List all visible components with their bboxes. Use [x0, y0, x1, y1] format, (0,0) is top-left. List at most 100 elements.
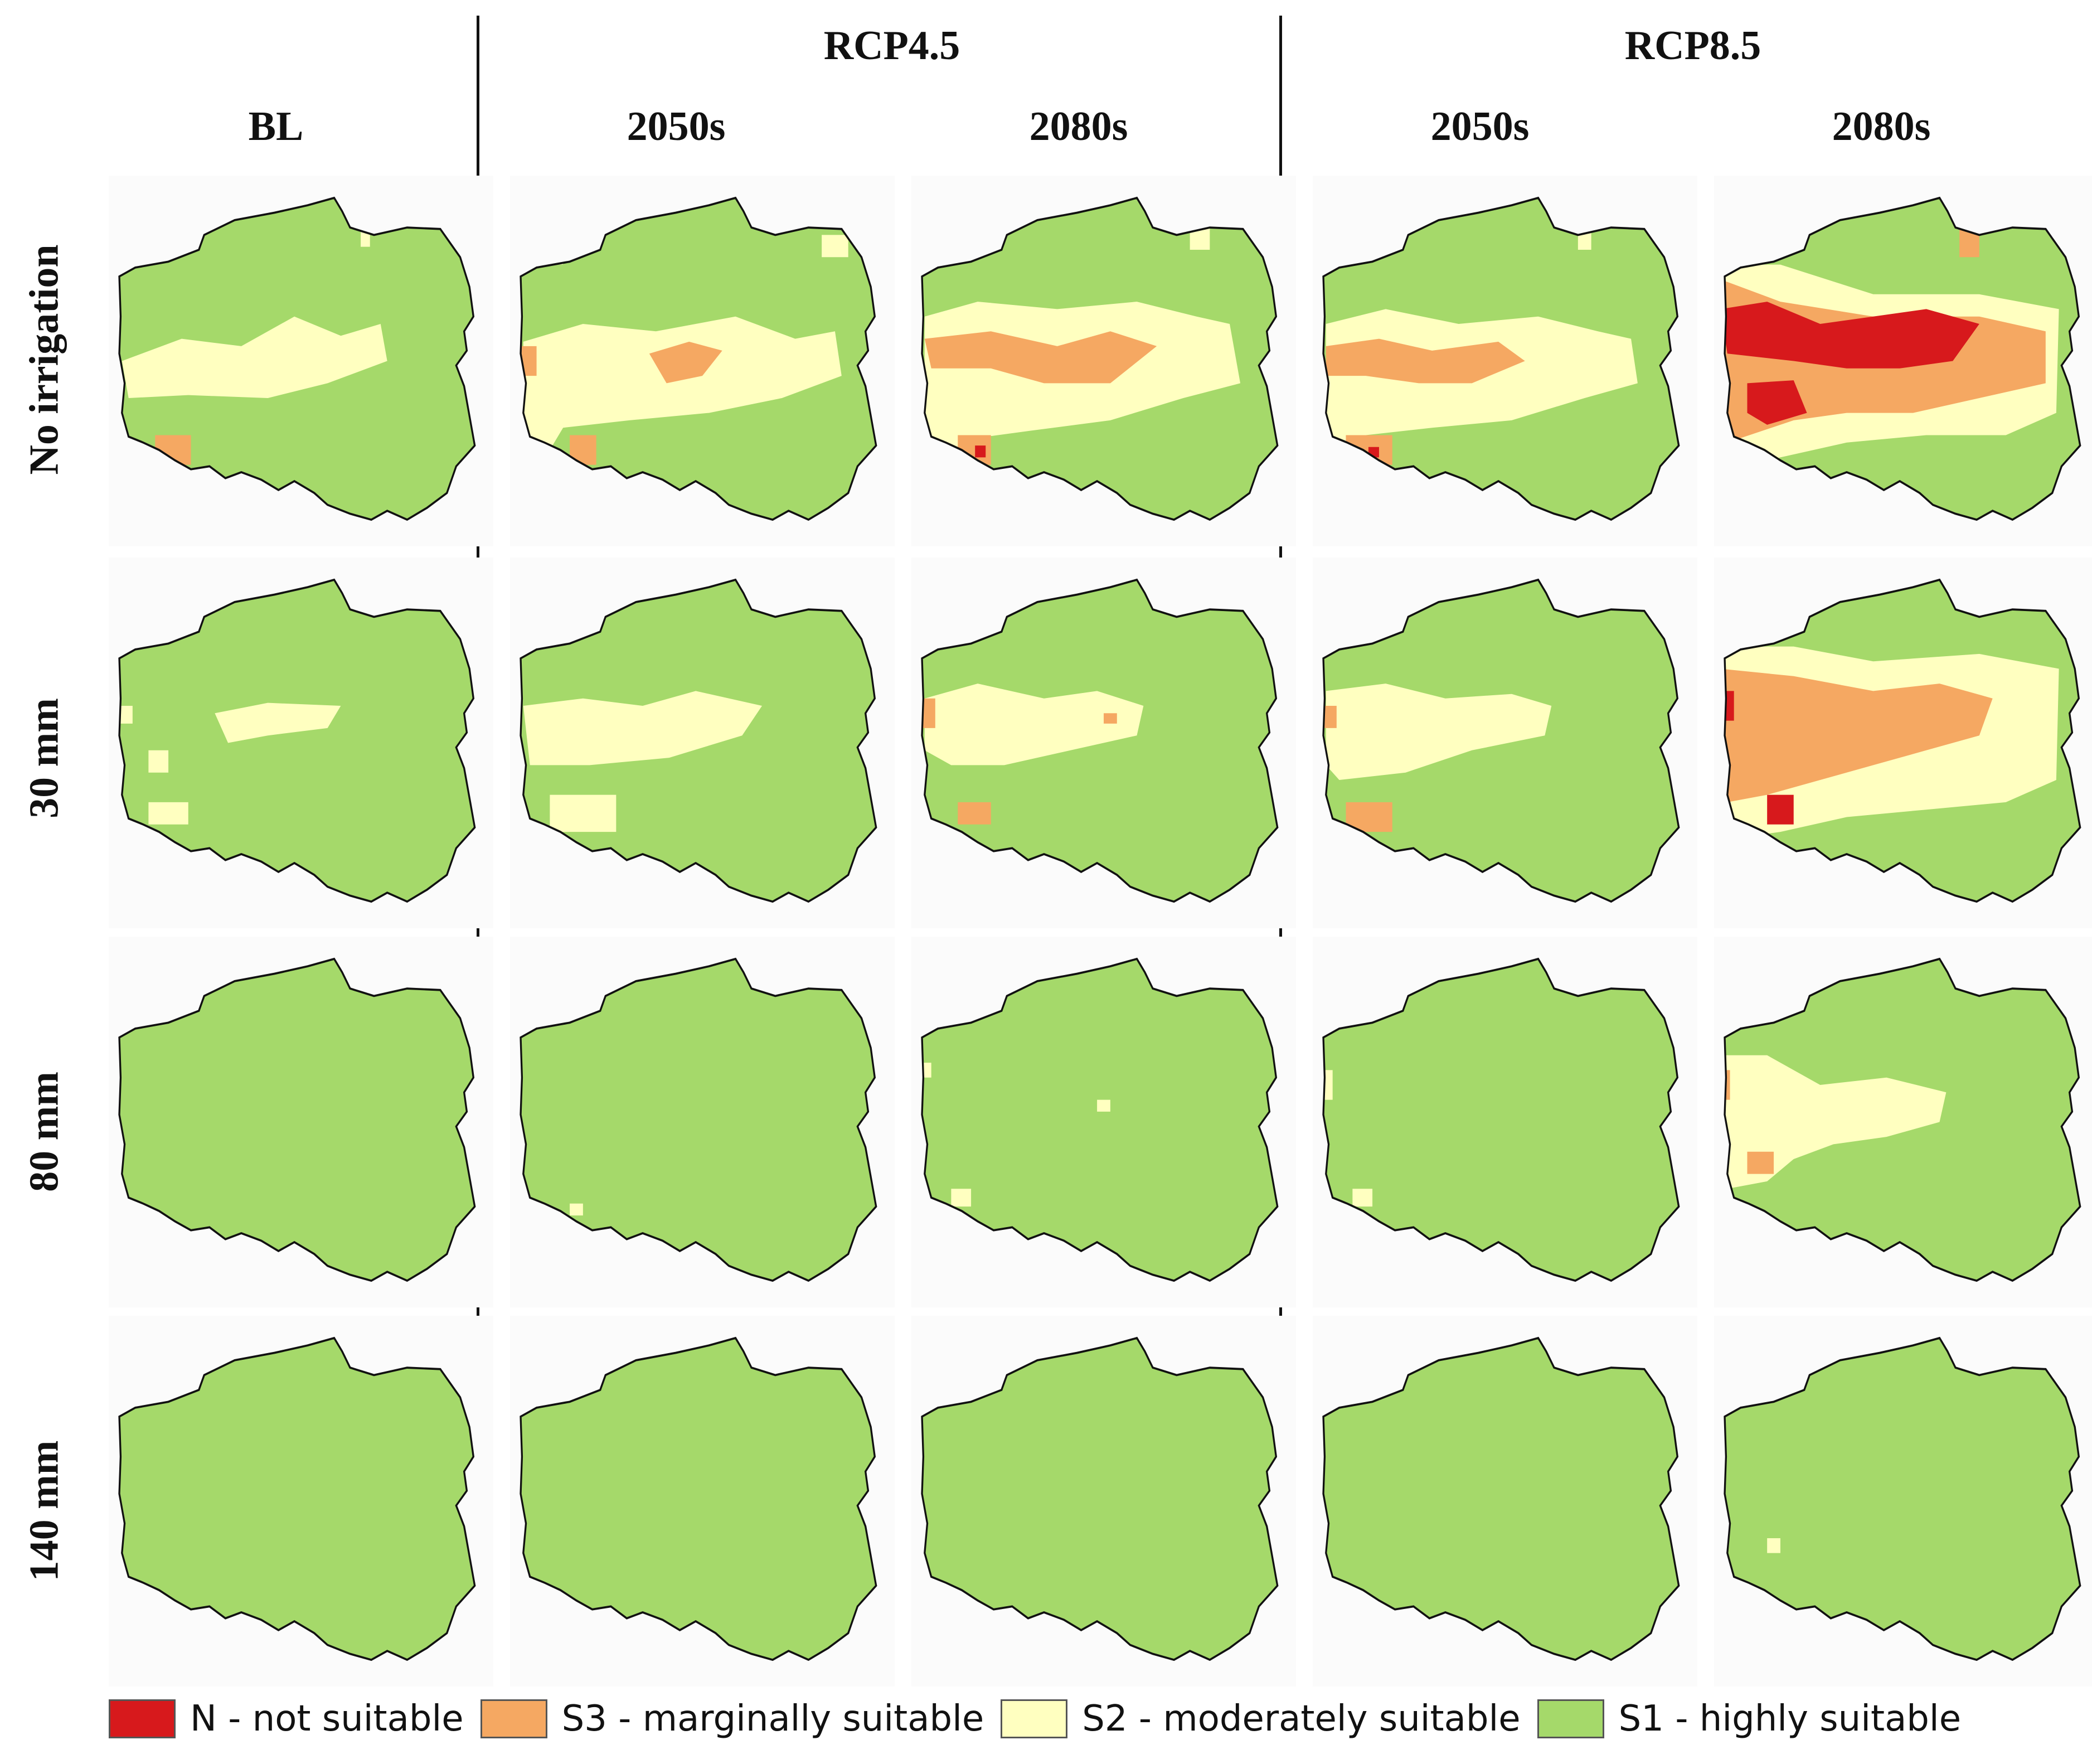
poland-map: [921, 196, 1279, 521]
region-s2: [523, 691, 763, 765]
row-label-140mm: 140 mm: [21, 1440, 67, 1582]
region-s1-base: [1725, 1337, 2080, 1660]
map-30mm-rcp85-2050: [1313, 558, 1697, 928]
map-30mm-bl: [109, 558, 493, 928]
region-s2: [1326, 684, 1552, 780]
region-s2: [1578, 227, 1591, 250]
map-no-irrigation-rcp85-2080: [1714, 176, 2092, 546]
map-80mm-rcp85-2080: [1714, 937, 2092, 1307]
map-140mm-rcp85-2080: [1714, 1316, 2092, 1687]
poland-map: [921, 1336, 1279, 1661]
region-s2: [924, 684, 1144, 765]
column-header-rcp45-2050: 2050s: [627, 104, 726, 149]
row-label-30mm: 30 mm: [21, 698, 67, 818]
map-30mm-rcp45-2080: [911, 558, 1296, 928]
poland-map: [1322, 578, 1680, 903]
region-s2: [951, 1189, 972, 1207]
poland-map: [520, 196, 877, 521]
region-s2: [938, 227, 972, 258]
region-s1-base: [119, 958, 475, 1281]
region-s3: [922, 698, 935, 728]
legend-item-n: N - not suitable: [109, 1698, 464, 1739]
poland-map: [1322, 957, 1680, 1282]
region-s2: [1323, 1070, 1333, 1100]
country-border: [921, 578, 1279, 903]
region-s3: [649, 341, 722, 384]
region-s2: [922, 1063, 931, 1078]
region-n: [975, 445, 986, 458]
legend-label-s1: S1 - highly suitable: [1618, 1698, 1962, 1739]
row-label-80mm: 80 mm: [21, 1072, 67, 1192]
poland-map: [1322, 1336, 1680, 1661]
region-s3: [1323, 706, 1337, 728]
region-s2: [119, 706, 133, 724]
legend-label-n: N - not suitable: [190, 1698, 464, 1739]
region-s2: [1190, 227, 1210, 250]
region-s2: [1725, 1055, 1947, 1189]
region-s1-base: [521, 958, 876, 1281]
country-border: [1724, 957, 2081, 1282]
legend-label-s2: S2 - moderately suitable: [1082, 1698, 1521, 1739]
poland-map: [520, 957, 877, 1282]
country-border: [1322, 196, 1680, 521]
poland-map: [520, 1336, 877, 1661]
poland-map: [1724, 196, 2081, 521]
country-border: [1322, 957, 1680, 1282]
region-s2: [822, 235, 848, 258]
poland-map: [118, 1336, 476, 1661]
poland-map: [118, 196, 476, 521]
country-border: [1724, 1336, 2081, 1661]
country-border: [520, 578, 877, 903]
map-80mm-rcp45-2080: [911, 937, 1296, 1307]
legend-swatch-n: [109, 1699, 176, 1738]
region-s2: [523, 316, 842, 472]
region-n: [1725, 302, 1979, 369]
map-no-irrigation-rcp85-2050: [1313, 176, 1697, 546]
region-s2: [1767, 1538, 1780, 1553]
region-n: [1747, 380, 1807, 425]
country-border: [1322, 1336, 1680, 1661]
legend-item-s2: S2 - moderately suitable: [1001, 1698, 1521, 1739]
region-s3: [958, 802, 991, 825]
region-s3: [1346, 802, 1392, 832]
region-s2: [215, 702, 341, 743]
legend-label-s3: S3 - marginally suitable: [561, 1698, 984, 1739]
country-border: [520, 957, 877, 1282]
country-border: [921, 1336, 1279, 1661]
region-s3: [521, 346, 537, 376]
row-label-no-irrigation: No irrigation: [21, 244, 67, 475]
map-140mm-rcp45-2080: [911, 1316, 1296, 1687]
country-border: [1724, 196, 2081, 521]
column-header-rcp45-2080: 2080s: [1029, 104, 1128, 149]
country-border: [118, 1336, 476, 1661]
map-80mm-bl: [109, 937, 493, 1307]
map-no-irrigation-bl: [109, 176, 493, 546]
region-s2: [122, 316, 387, 398]
poland-map: [520, 578, 877, 903]
region-s1-base: [119, 579, 475, 902]
country-border: [520, 1336, 877, 1661]
region-s1-base: [922, 958, 1278, 1281]
region-s3: [570, 435, 596, 465]
country-border: [1724, 578, 2081, 903]
poland-map: [921, 578, 1279, 903]
scenario-header-rcp45: RCP4.5: [823, 23, 960, 69]
poland-map: [921, 957, 1279, 1282]
region-s3: [1104, 713, 1117, 724]
region-s1-base: [1323, 958, 1679, 1281]
region-s2: [148, 750, 169, 773]
map-140mm-bl: [109, 1316, 493, 1687]
map-140mm-rcp85-2050: [1313, 1316, 1697, 1687]
region-s3: [1725, 668, 1993, 802]
map-140mm-rcp45-2050: [510, 1316, 895, 1687]
region-s2: [1352, 1189, 1373, 1207]
country-border: [520, 196, 877, 521]
region-s1-base: [922, 1337, 1278, 1660]
region-s3: [1747, 1151, 1774, 1174]
region-s1-base: [119, 1337, 475, 1660]
poland-map: [1322, 196, 1680, 521]
country-border: [118, 578, 476, 903]
poland-map: [1724, 1336, 2081, 1661]
poland-map: [118, 957, 476, 1282]
region-s2: [570, 1203, 583, 1216]
